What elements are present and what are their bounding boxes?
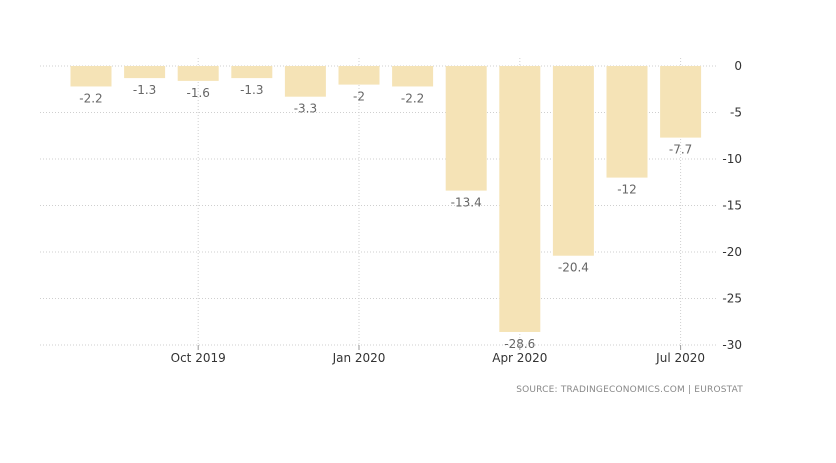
- y-tick-label: -10: [722, 152, 742, 166]
- x-tick-label: Oct 2019: [171, 351, 226, 365]
- bar-value-label: -20.4: [558, 261, 589, 275]
- y-tick-label: -5: [730, 106, 742, 120]
- bar-value-label: -2: [353, 90, 365, 104]
- data-labels-layer: -2.2 -1.3 -1.6 -1.3 -3.3 -2 -2.2 -13.4 -28.6 -20.…: [79, 83, 692, 351]
- bar-value-label: -7.7: [669, 143, 692, 157]
- bar: [338, 66, 380, 85]
- bar: [284, 66, 326, 97]
- bars-layer: [70, 66, 702, 332]
- bar: [231, 66, 273, 79]
- bar-value-label: -2.2: [79, 91, 102, 105]
- bar-value-label: -1.3: [240, 83, 263, 97]
- x-tick-label: Jul 2020: [655, 351, 705, 365]
- bar: [392, 66, 434, 87]
- bar: [606, 66, 648, 178]
- x-tick-label: Jan 2020: [332, 351, 386, 365]
- bar-value-label: -2.2: [401, 91, 424, 105]
- y-tick-label: 0: [734, 59, 742, 73]
- bar: [445, 66, 487, 191]
- bar-value-label: -12: [617, 183, 637, 197]
- bar-value-label: -3.3: [294, 102, 317, 116]
- bar: [499, 66, 541, 332]
- bar-value-label: -28.6: [504, 337, 535, 351]
- y-axis-ticks: 0 -5 -10 -15 -20 -25 -30: [722, 59, 742, 352]
- y-tick-label: -25: [722, 292, 742, 306]
- bar-value-label: -13.4: [451, 196, 482, 210]
- x-axis-ticks: Oct 2019 Jan 2020 Apr 2020 Jul 2020: [171, 345, 705, 365]
- bar: [70, 66, 112, 87]
- bar: [660, 66, 702, 138]
- bar: [124, 66, 166, 79]
- bar-value-label: -1.6: [186, 86, 209, 100]
- y-tick-label: -20: [722, 245, 742, 259]
- x-tick-label: Apr 2020: [492, 351, 547, 365]
- bar-value-label: -1.3: [133, 83, 156, 97]
- source-credit: SOURCE: TRADINGECONOMICS.COM | EUROSTAT: [516, 385, 743, 395]
- y-tick-label: -15: [722, 199, 742, 213]
- bar: [177, 66, 219, 81]
- bar: [552, 66, 594, 256]
- y-tick-label: -30: [722, 338, 742, 352]
